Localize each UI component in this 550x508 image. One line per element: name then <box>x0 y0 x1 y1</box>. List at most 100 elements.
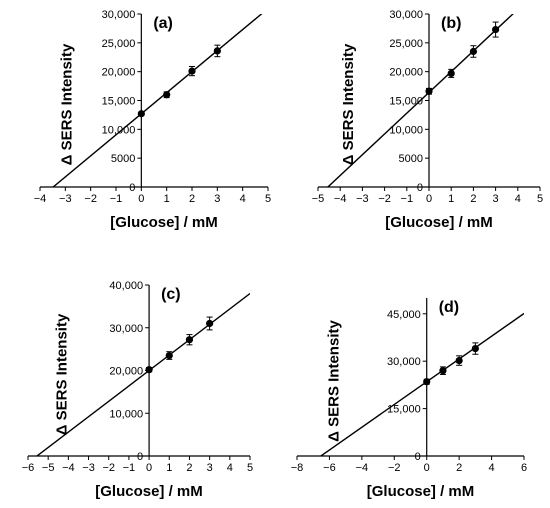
x-axis-label: [Glucose] / mM <box>110 214 218 231</box>
x-tick-label: −5 <box>312 193 325 205</box>
y-tick-label: 15,000 <box>102 96 136 108</box>
data-point <box>469 47 477 56</box>
x-tick-label: 4 <box>489 462 495 474</box>
x-tick-label: −5 <box>42 462 55 474</box>
x-tick-label: 3 <box>493 193 499 205</box>
data-point <box>165 351 173 360</box>
x-tick-label: −1 <box>123 462 136 474</box>
data-point <box>213 47 221 55</box>
x-tick-label: 0 <box>424 462 430 474</box>
y-tick-label: 10,000 <box>389 124 423 136</box>
y-tick-label: 20,000 <box>389 67 423 79</box>
x-tick-label: 2 <box>186 462 192 474</box>
x-tick-label: −2 <box>378 193 391 205</box>
x-tick-label: −1 <box>110 193 123 205</box>
y-tick-label: 0 <box>415 451 421 463</box>
data-point <box>206 319 214 328</box>
x-tick-label: 3 <box>207 462 213 474</box>
x-tick-label: −2 <box>102 462 115 474</box>
panel-label: (c) <box>161 286 181 303</box>
chart-panel-a: −4 −3 −2 −1 0 1 2 3 4 5 0 5000 10,000 15,000 20,000 25,… <box>34 9 271 231</box>
x-tick-label: 2 <box>456 462 462 474</box>
y-tick-label: 20,000 <box>109 366 143 378</box>
y-tick-label: 30,000 <box>389 9 423 21</box>
y-axis-label: Δ SERS Intensity <box>58 43 75 165</box>
data-point <box>185 336 194 344</box>
panel-label: (b) <box>441 15 461 32</box>
fit-line <box>35 292 250 456</box>
x-tick-label: 1 <box>166 462 172 474</box>
panel-label: (d) <box>439 299 459 316</box>
x-tick-label: 4 <box>227 462 233 474</box>
y-tick-label: 30,000 <box>109 323 143 335</box>
x-tick-label: −6 <box>22 462 35 474</box>
x-tick-label: 2 <box>189 193 195 205</box>
x-tick-label: −8 <box>291 462 304 474</box>
data-point <box>163 91 171 99</box>
x-tick-label: 6 <box>521 462 527 474</box>
chart-panel-c: −6 −5 −4 −3 −2 −1 0 1 2 3 4 5010,00020,00030,00040,… <box>22 280 253 500</box>
x-tick-label: −4 <box>34 193 47 205</box>
x-tick-label: −3 <box>356 193 369 205</box>
x-tick-label: −3 <box>59 193 72 205</box>
x-tick-label: 0 <box>426 193 432 205</box>
y-tick-label: 30,000 <box>387 356 421 368</box>
x-tick-label: 1 <box>448 193 454 205</box>
chart-panel-b: −5 −4 −3 −2 −1 0 1 2 3 4 50500010,00015,00020,0002… <box>312 9 543 231</box>
x-tick-label: 3 <box>214 193 220 205</box>
y-tick-label: 30,000 <box>102 9 136 21</box>
x-tick-label: −4 <box>356 462 369 474</box>
y-tick-label: 25,000 <box>102 38 136 50</box>
panel-label: (a) <box>153 15 173 32</box>
x-tick-label: 0 <box>146 462 152 474</box>
y-axis-label: Δ SERS Intensity <box>53 313 70 435</box>
x-tick-label: 2 <box>470 193 476 205</box>
y-tick-label: 0 <box>417 182 423 194</box>
y-tick-label: 45,000 <box>387 309 421 321</box>
x-axis-label: [Glucose] / mM <box>95 483 203 500</box>
y-tick-label: 0 <box>129 182 135 194</box>
x-tick-label: 1 <box>164 193 170 205</box>
x-tick-label: −4 <box>334 193 347 205</box>
y-tick-label: 40,000 <box>109 280 143 292</box>
data-point <box>471 344 479 353</box>
y-tick-label: 10,000 <box>102 124 136 136</box>
x-tick-label: −6 <box>323 462 336 474</box>
x-tick-label: 0 <box>138 193 144 205</box>
x-tick-label: −2 <box>84 193 97 205</box>
x-tick-label: 4 <box>240 193 246 205</box>
x-tick-label: −2 <box>388 462 401 474</box>
data-point <box>447 69 455 77</box>
y-axis-label: Δ SERS Intensity <box>325 320 342 442</box>
y-tick-label: 5000 <box>399 153 423 165</box>
y-tick-label: 5000 <box>111 153 135 165</box>
x-tick-label: −3 <box>82 462 95 474</box>
x-tick-label: −1 <box>401 193 414 205</box>
x-tick-label: 5 <box>247 462 253 474</box>
data-point <box>145 366 153 374</box>
x-tick-label: 5 <box>265 193 271 205</box>
data-point <box>137 110 145 118</box>
y-tick-label: 15,000 <box>389 96 423 108</box>
data-point <box>425 87 433 95</box>
y-tick-label: 10,000 <box>109 408 143 420</box>
fit-line <box>52 14 263 187</box>
x-tick-label: −4 <box>62 462 75 474</box>
data-point <box>423 378 431 386</box>
data-point <box>455 356 463 365</box>
y-tick-label: 15,000 <box>387 404 421 416</box>
data-point <box>439 367 447 375</box>
data-point <box>188 67 196 75</box>
y-axis-label: Δ SERS Intensity <box>340 43 357 165</box>
chart-panel-d: −8 −6 −4 −2 0 2 4 6 0 15,000 30,000 45,000 (d) [Gluco… <box>291 298 527 500</box>
y-tick-label: 20,000 <box>102 67 136 79</box>
x-axis-label: [Glucose] / mM <box>367 483 475 500</box>
y-tick-label: 0 <box>137 451 143 463</box>
y-tick-label: 25,000 <box>389 38 423 50</box>
fit-line <box>319 312 524 456</box>
x-tick-label: 5 <box>537 193 543 205</box>
x-axis-label: [Glucose] / mM <box>385 214 493 231</box>
x-tick-label: 4 <box>515 193 521 205</box>
data-point <box>492 25 500 34</box>
